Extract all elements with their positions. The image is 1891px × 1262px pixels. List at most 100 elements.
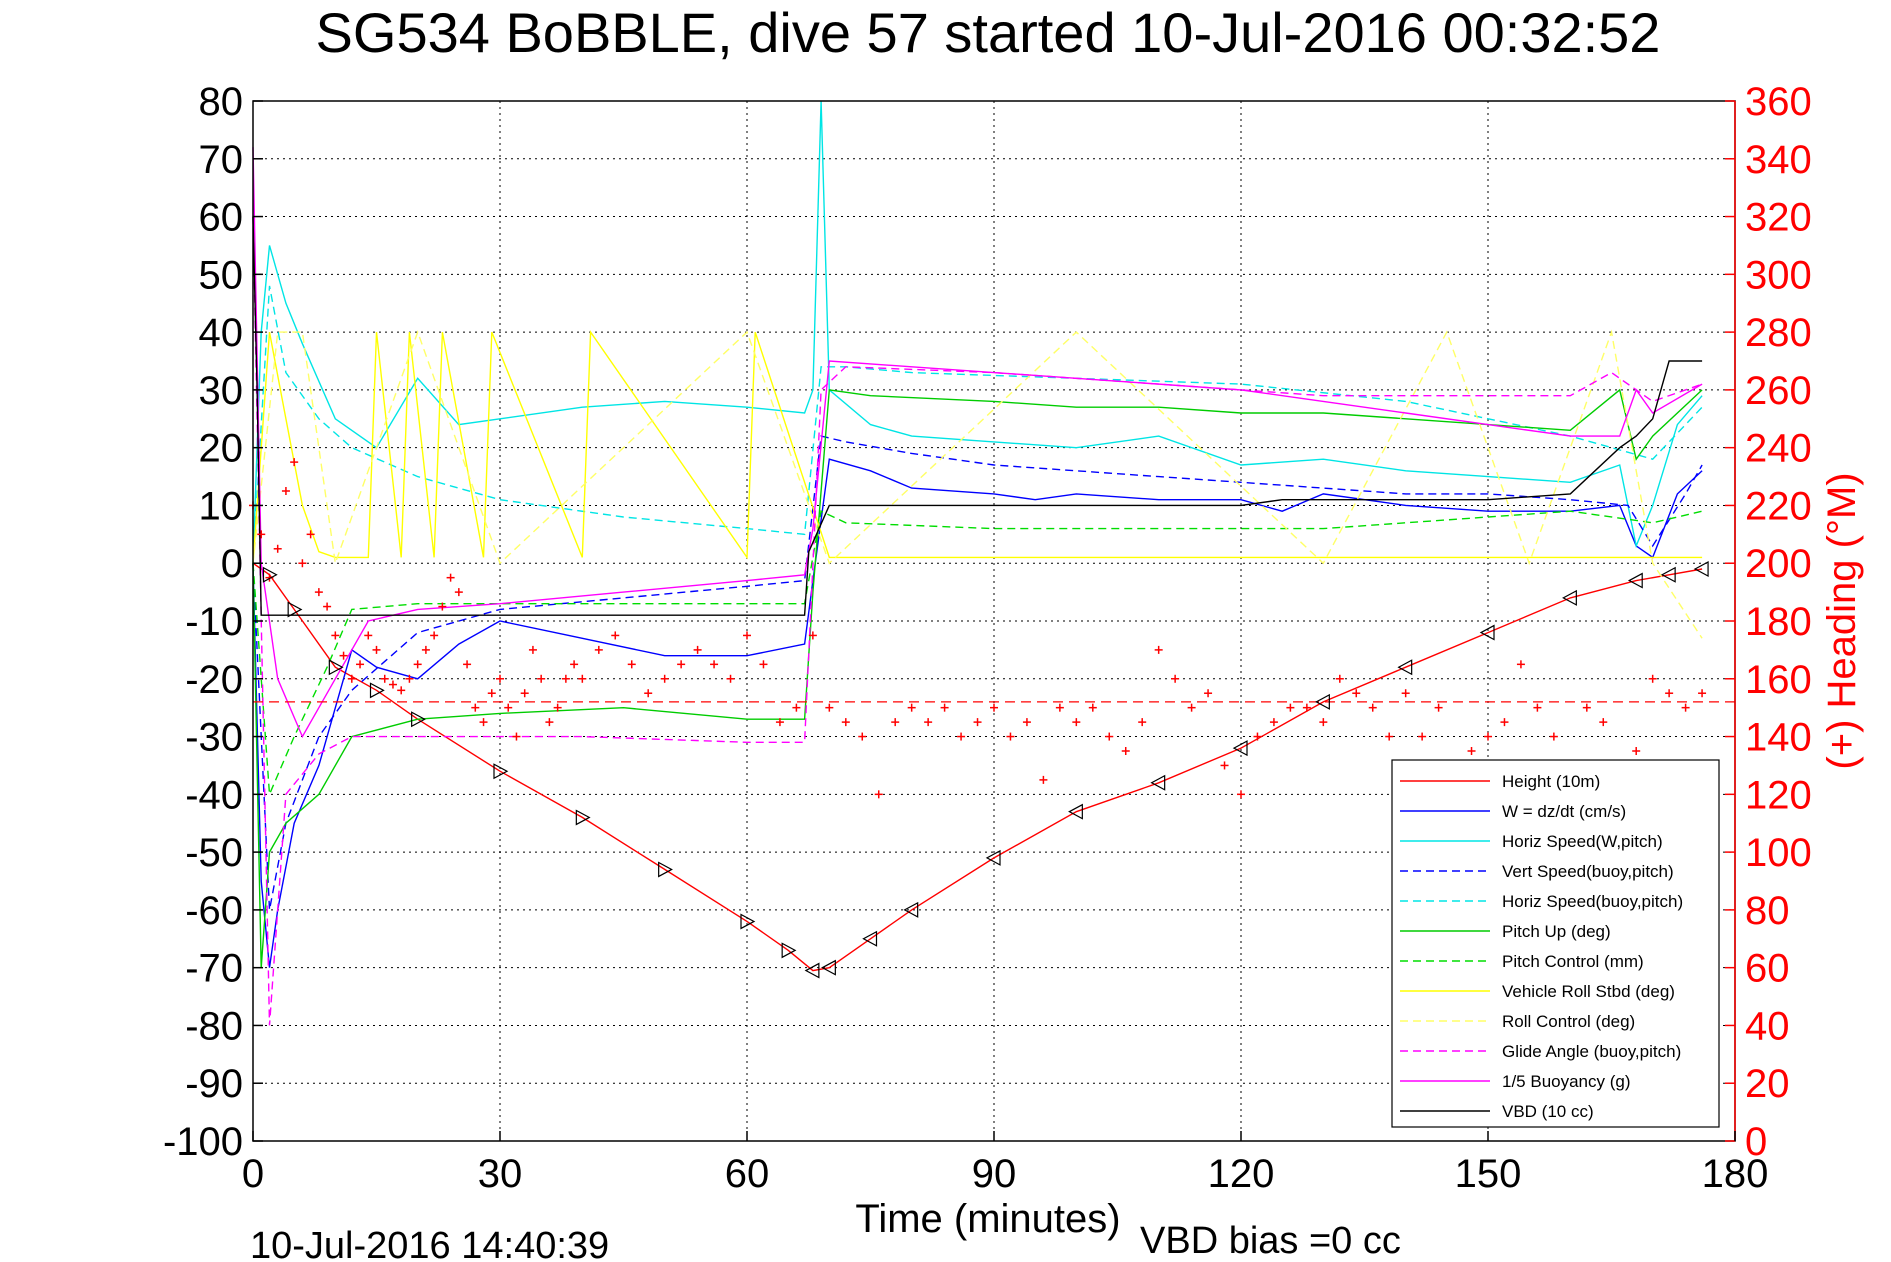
legend-box (1391, 759, 1720, 1128)
footer-vbd-bias: VBD bias =0 cc (1140, 1220, 1401, 1262)
left-y-tick-label: -10 (185, 600, 243, 644)
heading-point (553, 703, 562, 712)
depth-marker (575, 809, 591, 826)
heading-point (792, 703, 801, 712)
left-y-tick-label: -40 (185, 773, 243, 817)
x-tick-label: 150 (1455, 1152, 1522, 1196)
heading-point (940, 703, 949, 712)
heading-point (693, 645, 702, 654)
heading-point (290, 458, 299, 467)
heading-point (405, 674, 414, 683)
series-line-8 (252, 329, 1703, 639)
heading-point (973, 718, 982, 727)
x-axis: 0 30 60 90 120 150 180 (242, 1131, 1768, 1196)
heading-point (627, 660, 636, 669)
heading-point (1665, 689, 1674, 698)
series-line-5 (252, 388, 1703, 968)
legend-label: Glide Angle (buoy,pitch) (1502, 1042, 1681, 1061)
heading-point (397, 686, 406, 695)
depth-marker (1693, 560, 1709, 578)
heading-point (907, 703, 916, 712)
heading-point (273, 544, 282, 553)
heading-point (446, 573, 455, 582)
heading-point (1681, 703, 1690, 712)
series-line-10 (252, 147, 1703, 739)
heading-point (1632, 747, 1641, 755)
heading-point (1599, 718, 1608, 727)
depth-marker (985, 849, 1001, 866)
depth-marker (1562, 589, 1577, 606)
heading-point (347, 674, 356, 683)
heading-point (759, 660, 768, 669)
depth-marker (1397, 659, 1413, 676)
series-line-0 (252, 562, 1703, 972)
depth-marker (1660, 566, 1676, 583)
heading-point (808, 631, 817, 640)
left-y-tick-label: 60 (199, 196, 244, 240)
depth-marker (262, 566, 278, 583)
right-y-tick-label: 300 (1745, 253, 1812, 297)
heading-point (660, 674, 669, 683)
depth-marker (411, 711, 426, 728)
heading-point (388, 680, 397, 689)
heading-point (1582, 703, 1591, 712)
heading-point (1302, 703, 1311, 712)
heading-point (644, 689, 653, 698)
heading-point (1385, 732, 1394, 741)
heading-point (1055, 703, 1064, 712)
heading-point (1549, 732, 1558, 741)
series-line-4 (252, 285, 1703, 564)
heading-point (710, 660, 719, 669)
heading-point (1253, 732, 1262, 741)
depth-markers (262, 560, 1709, 979)
right-y-tick-label: 240 (1745, 427, 1812, 471)
heading-point (1418, 732, 1427, 741)
depth-marker (740, 913, 756, 930)
left-y-axis: 80 70 60 50 40 30 20 10 0 -10 -20 -30 -40 -50 -60 -70 -8… (163, 80, 263, 1164)
legend-label: W = dz/dt (cm/s) (1502, 802, 1626, 821)
legend-label: Horiz Speed(W,pitch) (1502, 832, 1663, 851)
right-y-tick-label: 340 (1745, 138, 1812, 182)
heading-point (775, 718, 784, 727)
right-y-tick-label: 140 (1745, 716, 1812, 760)
heading-point (512, 732, 521, 741)
heading-point (1187, 703, 1196, 712)
depth-marker (1068, 803, 1083, 820)
right-y-tick-label: 320 (1745, 196, 1812, 240)
legend-label: Horiz Speed(buoy,pitch) (1502, 892, 1683, 911)
series-line-6 (252, 510, 1703, 795)
heading-point (504, 703, 513, 712)
left-y-tick-label: 50 (199, 253, 244, 297)
right-y-tick-label: 60 (1745, 947, 1790, 991)
heading-point (578, 674, 587, 683)
left-y-tick-label: 0 (221, 542, 243, 586)
left-y-tick-label: -30 (185, 716, 243, 760)
left-y-tick-label: 70 (199, 138, 244, 182)
legend-entry: Roll Control (deg) (1400, 1012, 1635, 1031)
left-y-tick-label: -50 (185, 831, 243, 875)
heading-point (1368, 703, 1377, 712)
legend-entry: Height (10m) (1400, 772, 1600, 791)
heading-point (537, 674, 546, 683)
heading-point (1006, 732, 1015, 741)
heading-point (380, 674, 389, 683)
legend-label: Height (10m) (1502, 772, 1600, 791)
left-y-tick-label: -60 (185, 889, 243, 933)
legend-label: Pitch Up (deg) (1502, 922, 1611, 941)
heading-point (545, 718, 554, 727)
heading-point (891, 718, 900, 727)
depth-marker (493, 763, 509, 780)
right-y-tick-label: 100 (1745, 831, 1812, 875)
heading-point (611, 631, 620, 640)
heading-point (323, 602, 332, 611)
depth-marker (328, 659, 344, 676)
heading-point (306, 530, 315, 539)
depth-marker (369, 682, 385, 699)
heading-point (561, 674, 570, 683)
heading-point (1220, 761, 1229, 770)
heading-point (496, 674, 504, 683)
heading-point (594, 645, 603, 654)
heading-point (990, 703, 998, 712)
legend-entry: Pitch Up (deg) (1400, 922, 1611, 941)
